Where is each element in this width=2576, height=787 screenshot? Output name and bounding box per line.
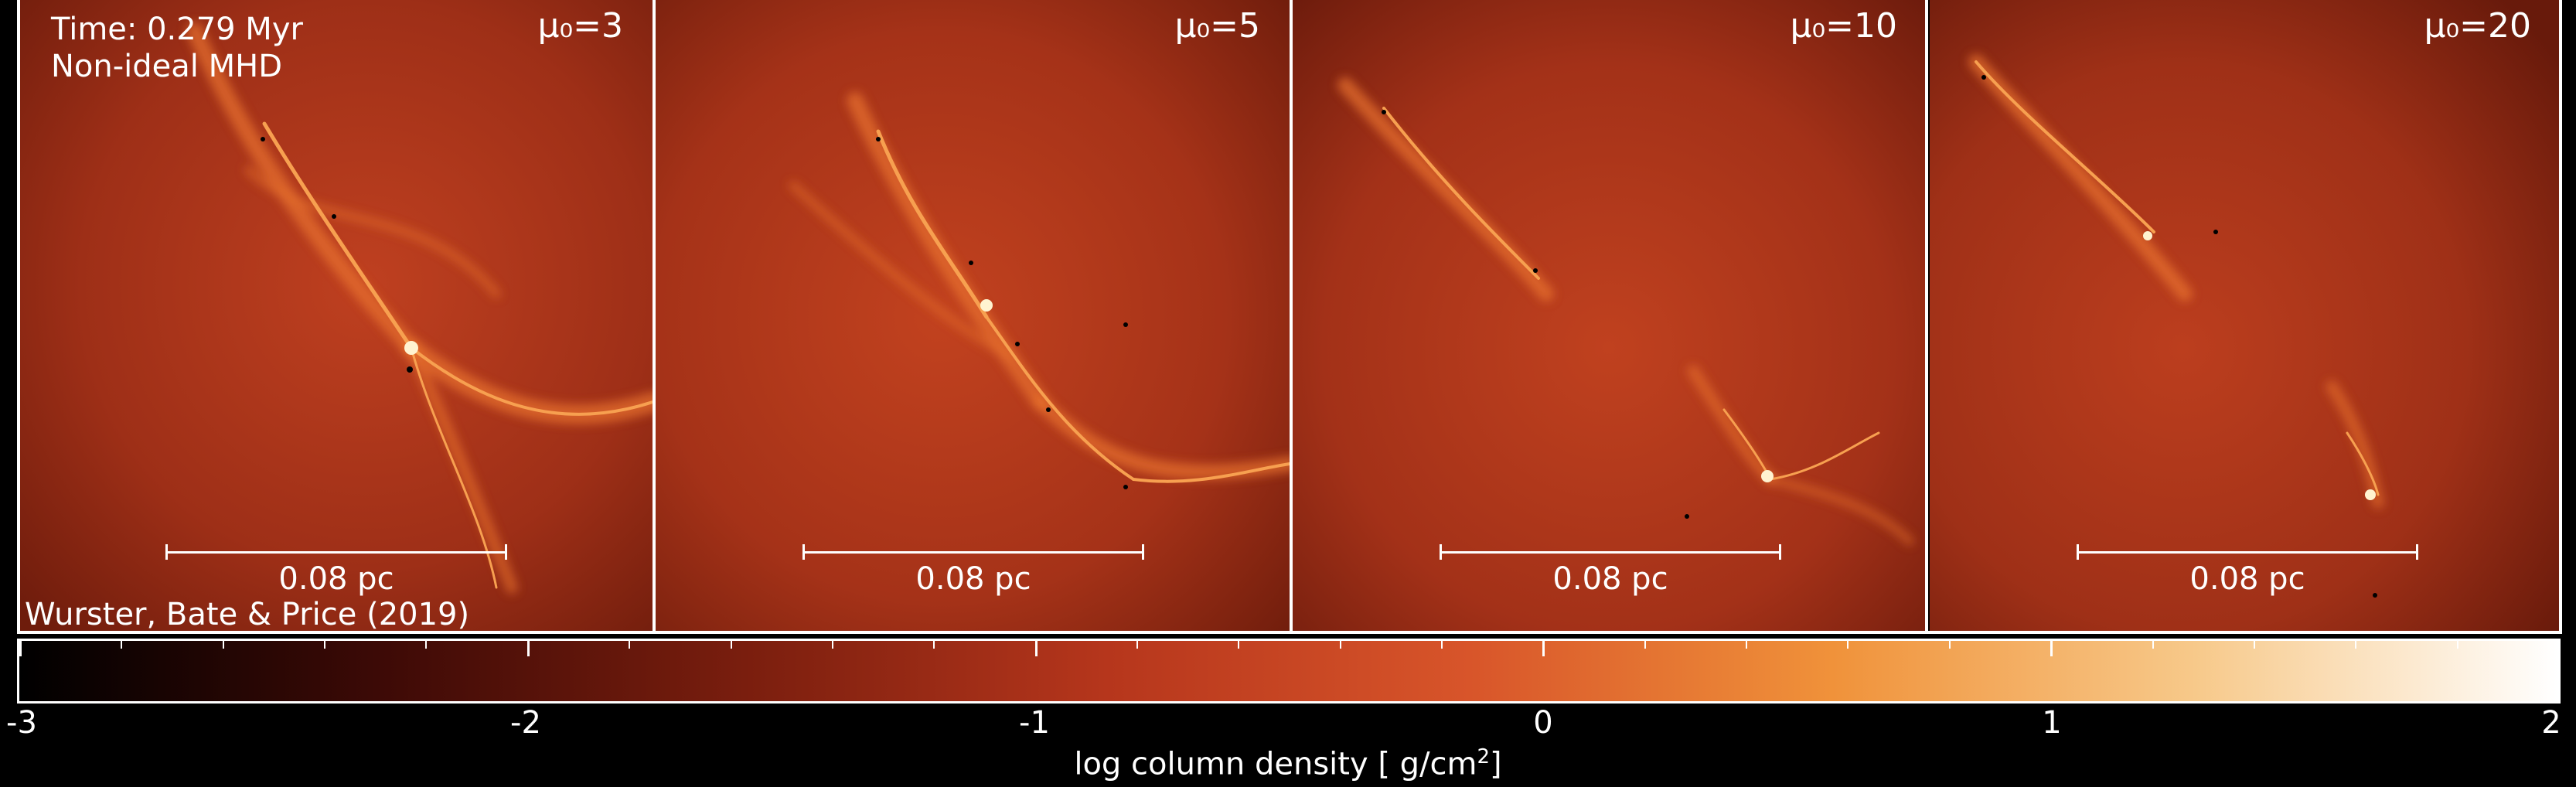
colorbar-minor-tick [933,641,935,649]
colorbar [17,639,2561,704]
time-label: Time: 0.279 Myr Non-ideal MHD [51,11,303,85]
colorbar-major-tick [1034,641,1038,656]
panel-mu-20: μ₀=20 0.08 pc [1928,0,2561,632]
colorbar-tick-label: 0 [1533,705,1553,741]
scalebar [802,544,1144,560]
density-map-mu-10 [1291,0,1927,632]
panel-label-mu-10: μ₀=10 [1790,6,1898,46]
panel-border [17,0,20,634]
colorbar-minor-tick [1339,641,1341,649]
panel-border [2559,0,2562,634]
colorbar-minor-tick [1136,641,1138,649]
colorbar-minor-tick [730,641,732,649]
colorbar-major-tick [2050,641,2053,656]
colorbar-label-end: ] [1490,746,1502,782]
panel-label-mu-5: μ₀=5 [1174,6,1261,46]
colorbar-minor-tick [2253,641,2255,649]
colorbar-minor-tick [1441,641,1443,649]
colorbar-minor-tick [121,641,123,649]
panel-mu-3: Time: 0.279 Myr Non-ideal MHD μ₀=3 0.08 … [17,0,653,632]
colorbar-minor-tick [2456,641,2458,649]
scalebar [2077,544,2418,560]
colorbar-minor-tick [831,641,833,649]
colorbar-minor-tick [1948,641,1951,649]
colorbar-label-sup: 2 [1477,745,1491,768]
colorbar-tick-label: -2 [510,705,541,741]
colorbar-minor-tick [324,641,326,649]
scalebar [165,544,507,560]
scalebar-label: 0.08 pc [1552,561,1668,597]
colorbar-tick-label: 2 [2541,705,2561,741]
colorbar-major-tick [526,641,530,656]
colorbar-gradient [19,641,2558,701]
colorbar-minor-tick [222,641,224,649]
colorbar-minor-tick [1746,641,1748,649]
colorbar-minor-tick [629,641,631,649]
colorbar-minor-tick [1847,641,1849,649]
scalebar-label: 0.08 pc [2189,561,2305,597]
density-map-mu-20 [1930,0,2561,632]
panel-divider [1925,0,1928,634]
credit-text: Wurster, Bate & Price (2019) [25,597,470,632]
scalebar-label: 0.08 pc [278,561,394,597]
panel-label-mu-3: μ₀=3 [537,6,624,46]
density-map-mu-3 [17,0,653,632]
scalebar-label: 0.08 pc [915,561,1031,597]
colorbar-major-tick [19,641,22,656]
colorbar-major-tick [1542,641,1545,656]
panel-divider [653,0,656,634]
colorbar-minor-tick [425,641,428,649]
colorbar-major-tick [2558,641,2561,656]
panel-bottom-border [17,631,2562,634]
density-map-mu-5 [654,0,1290,632]
panel-mu-5: μ₀=5 0.08 pc [654,0,1290,632]
colorbar-minor-tick [1644,641,1646,649]
colorbar-label-text: log column density [ g/cm [1074,746,1477,782]
colorbar-axis-label: log column density [ g/cm2] [0,745,2576,782]
colorbar-minor-tick [2152,641,2154,649]
panel-divider [1290,0,1293,634]
colorbar-minor-tick [1238,641,1240,649]
panel-label-mu-20: μ₀=20 [2424,6,2532,46]
colorbar-tick-label: -1 [1019,705,1050,741]
colorbar-tick-label: 1 [2042,705,2062,741]
time-text: Time: 0.279 Myr [51,12,303,47]
model-text: Non-ideal MHD [51,49,283,84]
panel-mu-10: μ₀=10 0.08 pc [1291,0,1927,632]
colorbar-minor-tick [2355,641,2357,649]
colorbar-tick-label: -3 [6,705,37,741]
scalebar [1440,544,1781,560]
